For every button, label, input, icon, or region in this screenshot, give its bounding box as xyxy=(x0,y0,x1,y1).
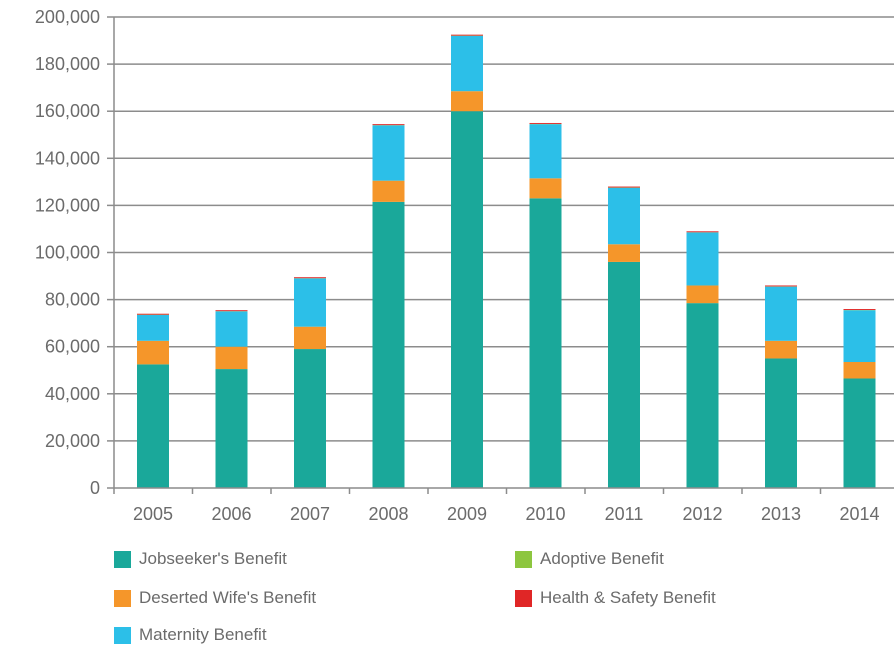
bar-segment xyxy=(843,309,876,310)
bar-segment xyxy=(686,232,719,286)
x-tick-label: 2011 xyxy=(605,504,644,524)
y-tick-label: 60,000 xyxy=(45,337,100,357)
bar-segment xyxy=(451,34,483,36)
y-tick-label: 200,000 xyxy=(35,7,100,27)
bar-segment xyxy=(686,303,719,488)
bar-segment xyxy=(294,278,326,327)
bar-segment xyxy=(608,261,640,488)
bar-segment xyxy=(137,314,169,341)
y-tick-label: 40,000 xyxy=(45,384,100,404)
bar-segment xyxy=(529,198,562,488)
x-tick-label: 2010 xyxy=(525,504,565,524)
bar-segment xyxy=(451,111,483,488)
y-tick-label: 160,000 xyxy=(35,101,100,121)
x-tick-label: 2012 xyxy=(682,504,722,524)
bar-segment xyxy=(294,349,326,488)
bar-segment xyxy=(843,362,876,379)
y-tick-label: 0 xyxy=(90,478,100,498)
bar-segment xyxy=(294,277,326,279)
bar-segment xyxy=(215,311,248,347)
bar-segment xyxy=(843,378,876,488)
bar-segment xyxy=(765,358,797,488)
bar-segment xyxy=(137,364,169,488)
x-tick-label: 2007 xyxy=(290,504,330,524)
bar-segment xyxy=(215,346,248,370)
y-axis-ticks: 0 20,000 40,000 60,000 80,000 100,000 120,000 1… xyxy=(35,7,114,498)
bar-segment xyxy=(372,180,405,202)
x-tick-label: 2008 xyxy=(368,504,408,524)
y-tick-label: 20,000 xyxy=(45,431,100,451)
bar-segment xyxy=(608,186,640,188)
bar-segment xyxy=(765,285,797,287)
x-tick-label: 2005 xyxy=(133,504,173,524)
bars xyxy=(137,34,876,488)
bar-segment xyxy=(137,340,169,365)
bar-segment xyxy=(686,231,719,233)
bar-segment xyxy=(765,340,797,359)
y-tick-label: 80,000 xyxy=(45,290,100,310)
bar-segment xyxy=(686,285,719,304)
y-tick-label: 180,000 xyxy=(35,54,100,74)
bar-segment xyxy=(529,124,562,179)
bar-segment xyxy=(215,310,248,312)
bar-segment xyxy=(215,369,248,488)
y-tick-label: 120,000 xyxy=(35,195,100,215)
bar-segment xyxy=(608,244,640,262)
axes xyxy=(113,17,894,489)
bar-segment xyxy=(137,313,169,315)
y-tick-label: 140,000 xyxy=(35,148,100,168)
x-tick-label: 2009 xyxy=(447,504,487,524)
bar-segment xyxy=(529,178,562,199)
bar-segment xyxy=(372,124,405,126)
bar-segment xyxy=(372,125,405,181)
x-tick-label: 2014 xyxy=(839,504,879,524)
bar-segment xyxy=(294,326,326,350)
bar-segment xyxy=(529,122,562,124)
bar-segment xyxy=(372,201,405,488)
bar-segment xyxy=(451,35,483,92)
bar-segment xyxy=(765,286,797,341)
bar-segment xyxy=(451,91,483,112)
x-tick-label: 2013 xyxy=(761,504,801,524)
y-tick-label: 100,000 xyxy=(35,243,100,263)
bar-segment xyxy=(608,187,640,245)
x-tick-label: 2006 xyxy=(211,504,251,524)
bar-segment xyxy=(843,310,876,363)
x-axis-ticks: 2005 2006 2007 2008 2009 2010 2011 2012 2013 2014 xyxy=(113,488,880,524)
